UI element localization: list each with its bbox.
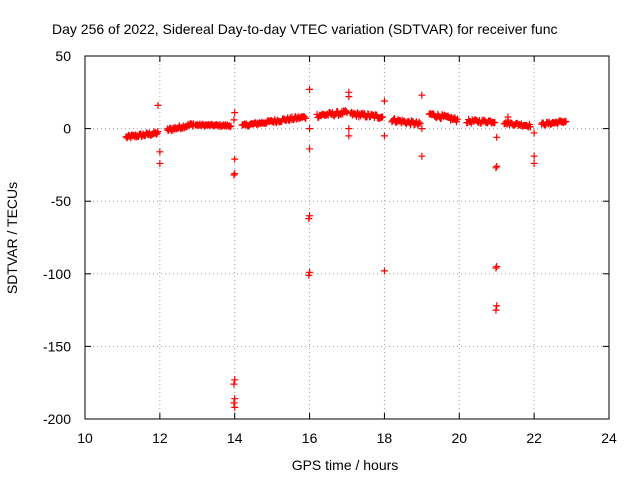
data-point (231, 155, 239, 163)
data-point (418, 91, 426, 99)
data-point (306, 145, 314, 153)
data-point (226, 123, 234, 131)
data-point (530, 129, 538, 137)
data-point (530, 159, 538, 167)
data-point (418, 152, 426, 160)
x-tick-label: 22 (526, 430, 542, 446)
data-point (230, 380, 238, 388)
data-point (230, 171, 238, 179)
data-point (305, 215, 313, 223)
y-tick-label: -100 (43, 266, 71, 282)
data-point (231, 395, 239, 403)
data-point (231, 376, 239, 384)
data-point (153, 129, 161, 137)
data-point (342, 107, 350, 115)
data-point (493, 133, 501, 141)
data-point (492, 164, 500, 172)
chart-title: Day 256 of 2022, Sidereal Day-to-day VTE… (52, 21, 558, 37)
y-tick-label: 50 (55, 48, 71, 64)
data-point (306, 85, 314, 93)
data-point (379, 113, 387, 121)
data-point (345, 132, 353, 140)
data-point (156, 148, 164, 156)
data-point (504, 117, 512, 125)
data-point (231, 403, 239, 411)
data-point (493, 162, 501, 170)
data-point (154, 101, 162, 109)
x-tick-label: 14 (227, 430, 243, 446)
x-tick-label: 24 (601, 430, 617, 446)
x-axis-label: GPS time / hours (292, 457, 399, 473)
data-point (562, 117, 570, 125)
data-point (415, 118, 423, 126)
data-point (526, 123, 534, 131)
x-tick-label: 12 (152, 430, 168, 446)
data-point (418, 125, 426, 133)
data-point (407, 117, 415, 125)
plot-frame (84, 55, 610, 420)
data-point (285, 117, 293, 125)
data-point (345, 93, 353, 101)
x-tick-label: 20 (451, 430, 467, 446)
data-point (530, 152, 538, 160)
data-point (231, 170, 239, 178)
data-point (230, 399, 238, 407)
data-point (231, 109, 239, 117)
axis-ticks: 10 12 14 16 18 20 22 24 50 0 -50 -100 -150 -200 (43, 48, 617, 446)
data-point (154, 128, 162, 136)
y-axis-label: SDTVAR / TECUs (4, 182, 20, 294)
y-tick-label: 0 (63, 121, 71, 137)
data-point (492, 306, 500, 314)
data-point (306, 125, 314, 133)
data-point (345, 125, 353, 133)
data-point (493, 263, 501, 271)
data-point (156, 159, 164, 167)
data-point (230, 116, 238, 124)
data-point (380, 132, 388, 140)
data-point (380, 97, 388, 105)
data-point (491, 118, 499, 126)
data-point (302, 114, 310, 122)
data-point (453, 115, 461, 123)
y-tick-label: -50 (51, 193, 71, 209)
data-point (492, 264, 500, 272)
data-point (380, 267, 388, 275)
x-tick-label: 16 (302, 430, 318, 446)
x-tick-label: 10 (77, 430, 93, 446)
data-point (493, 302, 501, 310)
data-point (416, 119, 424, 127)
data-point (305, 271, 313, 279)
x-tick-label: 18 (377, 430, 393, 446)
data-points (122, 85, 570, 411)
data-point (444, 112, 452, 120)
y-tick-label: -200 (43, 411, 71, 427)
data-point (227, 122, 235, 130)
y-tick-label: -150 (43, 338, 71, 354)
